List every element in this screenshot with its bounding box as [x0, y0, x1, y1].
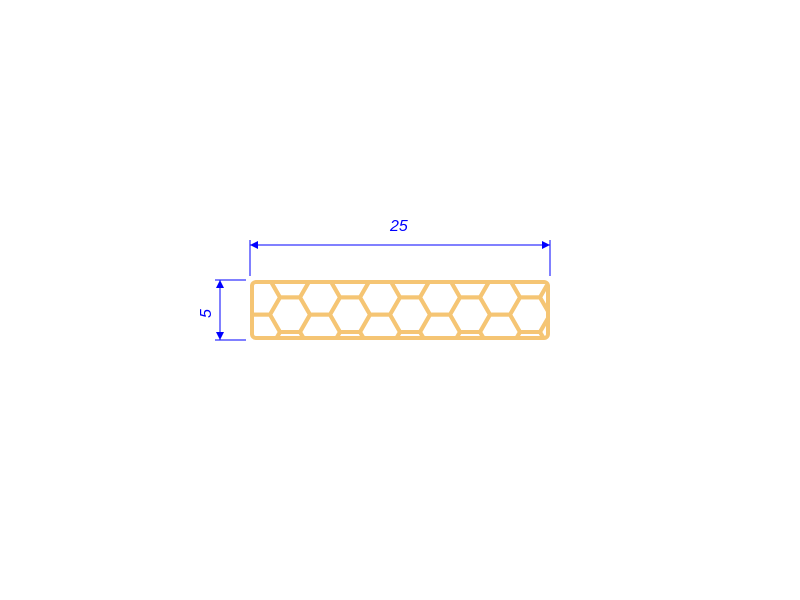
hex-cell [300, 349, 340, 384]
height-dimension-label: 5 [198, 309, 216, 318]
hex-cell [420, 245, 460, 280]
hex-cell [210, 297, 250, 332]
height-arrow-top [216, 280, 224, 288]
height-arrow-bottom [216, 332, 224, 340]
width-arrow-right [542, 241, 550, 249]
hex-cell [210, 332, 250, 367]
hex-cell [300, 245, 340, 280]
width-dimension-label: 25 [390, 218, 408, 236]
drawing-canvas: 25 5 [0, 0, 800, 600]
hex-cell [540, 349, 580, 384]
hex-cell [540, 245, 580, 280]
hex-cell [480, 349, 520, 384]
svg-layer [0, 0, 800, 600]
hex-cell [420, 349, 460, 384]
hex-cell [240, 245, 280, 280]
hex-cell [240, 349, 280, 384]
hex-cell [210, 228, 250, 263]
hex-cell [360, 349, 400, 384]
width-arrow-left [250, 241, 258, 249]
hex-cell [480, 245, 520, 280]
hex-cell [360, 245, 400, 280]
